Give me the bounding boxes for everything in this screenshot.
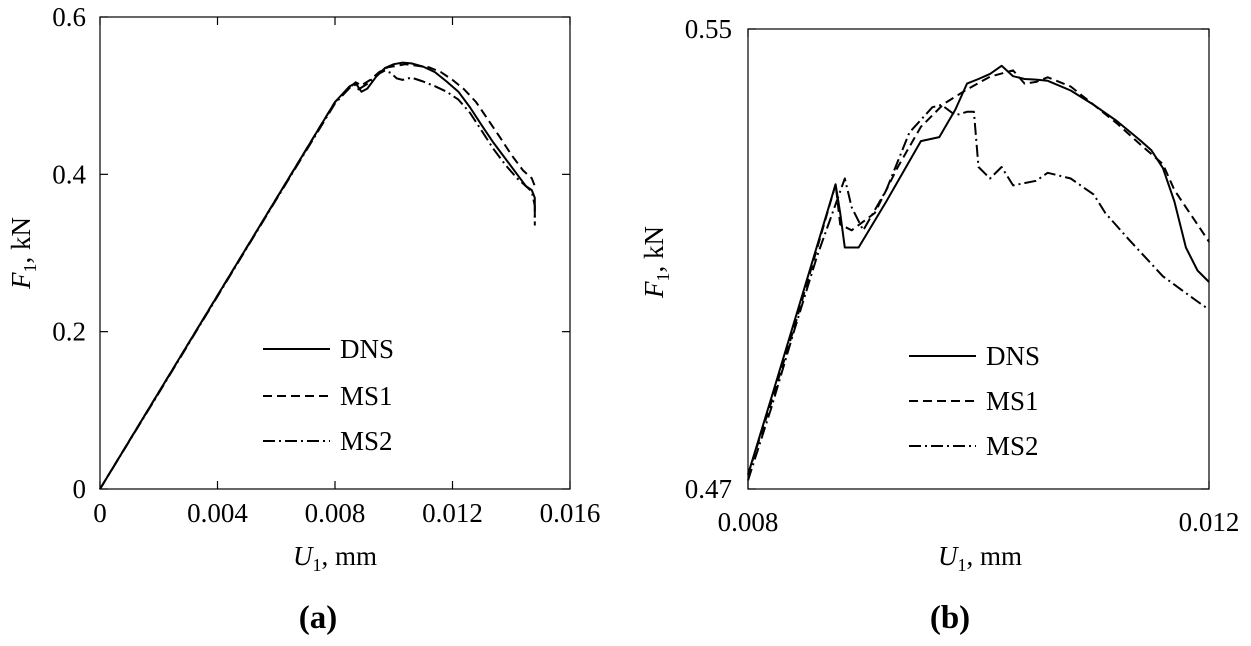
plot-frame-a <box>99 16 571 490</box>
x-tick-label: 0.012 <box>1179 507 1240 537</box>
y-tick-label: 0.4 <box>52 159 86 189</box>
y-axis-label-b: F1, kN <box>639 226 673 299</box>
series-line-dns <box>747 64 1210 475</box>
x-tick-label: 0.012 <box>422 498 483 528</box>
y-tick-label: 0.47 <box>685 474 732 504</box>
y-tick-label: 0.6 <box>52 2 86 32</box>
panel-label-a: (a) <box>299 600 337 636</box>
x-axis-label-a: U1, mm <box>293 541 377 575</box>
x-tick-label: 0.008 <box>305 498 366 528</box>
x-tick-label: 0.016 <box>540 498 601 528</box>
legend-label-ms2: MS2 <box>986 431 1039 461</box>
x-tick-label: 0.008 <box>718 507 779 537</box>
ticks-a: 0 0.004 0.008 0.012 0.016 0 0.2 0.4 0.6 <box>52 2 600 528</box>
chart-panel-a: 0 0.004 0.008 0.012 0.016 0 0.2 0.4 0.6 DNS MS1 MS… <box>6 2 600 636</box>
series-line-ms1 <box>747 69 1210 475</box>
panel-label-b: (b) <box>930 600 970 636</box>
x-tick-label: 0 <box>93 498 107 528</box>
x-tick-label: 0.004 <box>187 498 248 528</box>
y-tick-label: 0 <box>73 474 87 504</box>
legend-b: DNS MS1 MS2 <box>909 341 1040 461</box>
series-line-ms2 <box>99 69 536 490</box>
legend-a: DNS MS1 MS2 <box>263 334 394 456</box>
series-lines-a <box>99 61 536 490</box>
plot-frame-b <box>747 28 1210 490</box>
legend-label-ms2: MS2 <box>340 426 393 456</box>
series-lines-b <box>747 64 1210 481</box>
y-tick-label: 0.2 <box>52 317 86 347</box>
series-line-ms2 <box>747 103 1210 481</box>
x-axis-label-b: U1, mm <box>938 541 1022 575</box>
series-line-dns <box>99 61 536 490</box>
legend-label-dns: DNS <box>340 334 394 364</box>
chart-panel-b: 0.008 0.012 0.47 0.55 DNS MS1 MS2 U1, mm F1, … <box>639 14 1239 636</box>
legend-label-ms1: MS1 <box>340 381 393 411</box>
legend-label-ms1: MS1 <box>986 386 1039 416</box>
ticks-b: 0.008 0.012 0.47 0.55 <box>685 14 1240 537</box>
legend-label-dns: DNS <box>986 341 1040 371</box>
y-tick-label: 0.55 <box>685 14 732 44</box>
y-axis-label-a: F1, kN <box>6 217 40 290</box>
series-line-ms1 <box>99 63 536 490</box>
